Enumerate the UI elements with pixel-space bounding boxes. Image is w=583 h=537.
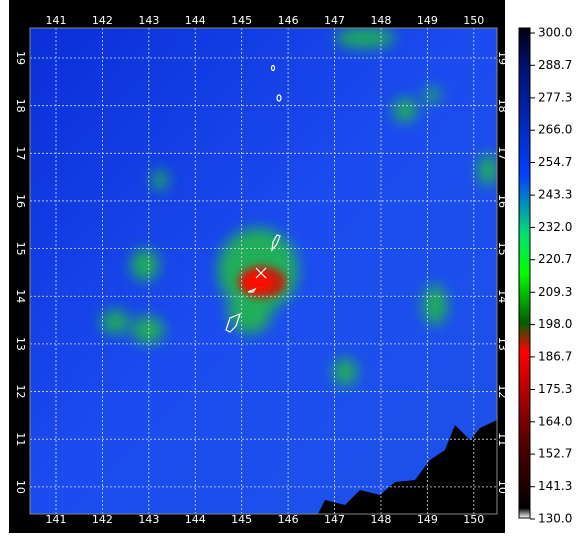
colorbar-label: 277.3: [538, 90, 572, 104]
lon-label-bottom: 143: [138, 513, 159, 526]
lon-label-bottom: 146: [278, 513, 299, 526]
lon-label-bottom: 144: [185, 513, 206, 526]
colorbar-label: 288.7: [538, 58, 572, 72]
lat-label-left: 13: [14, 337, 27, 351]
colorbar-label: 130.0: [538, 512, 572, 526]
lon-label-top: 150: [463, 14, 484, 27]
lon-label-top: 144: [185, 14, 206, 27]
lon-label-top: 147: [324, 14, 345, 27]
lon-label-top: 148: [370, 14, 391, 27]
lon-label-top: 141: [45, 14, 66, 27]
colorbar-label: 243.3: [538, 188, 572, 202]
lat-label-right: 16: [496, 194, 509, 208]
lat-label-left: 14: [14, 289, 27, 303]
colorbar-label: 209.3: [538, 285, 572, 299]
lat-label-left: 11: [14, 432, 27, 446]
colorbar-label: 141.3: [538, 479, 572, 493]
lat-label-right: 15: [496, 242, 509, 256]
colorbar-label: 266.0: [538, 123, 572, 137]
lat-label-left: 10: [14, 480, 27, 494]
lon-label-top: 146: [278, 14, 299, 27]
lat-label-right: 18: [496, 99, 509, 113]
satellite-map: 141 141 142 142 143 143 144 144 145 145 146 146 147 1…: [0, 0, 583, 533]
colorbar-label: 175.3: [538, 382, 572, 396]
lat-label-left: 15: [14, 242, 27, 256]
lat-label-left: 12: [14, 385, 27, 399]
lat-label-right: 13: [496, 337, 509, 351]
lat-label-right: 19: [496, 51, 509, 65]
colorbar: [519, 28, 530, 518]
lon-label-bottom: 150: [463, 513, 484, 526]
lon-label-bottom: 148: [370, 513, 391, 526]
colorbar-label: 152.7: [538, 447, 572, 461]
lon-label-bottom: 149: [417, 513, 438, 526]
colorbar-label: 232.0: [538, 220, 572, 234]
lat-label-left: 16: [14, 194, 27, 208]
lon-label-bottom: 147: [324, 513, 345, 526]
lon-label-bottom: 145: [231, 513, 252, 526]
lat-label-left: 17: [14, 146, 27, 160]
lon-label-top: 142: [92, 14, 113, 27]
lon-label-top: 149: [417, 14, 438, 27]
colorbar-label: 254.7: [538, 155, 572, 169]
lon-label-top: 143: [138, 14, 159, 27]
colorbar-label: 186.7: [538, 349, 572, 363]
lat-label-left: 19: [14, 51, 27, 65]
imagery: [30, 28, 498, 514]
lat-label-right: 11: [496, 432, 509, 446]
lat-label-left: 18: [14, 99, 27, 113]
colorbar-label: 220.7: [538, 252, 572, 266]
colorbar-label: 198.0: [538, 317, 572, 331]
lon-label-bottom: 141: [45, 513, 66, 526]
lon-label-bottom: 142: [92, 513, 113, 526]
colorbar-label: 300.0: [538, 26, 572, 40]
lon-label-top: 145: [231, 14, 252, 27]
lat-label-right: 17: [496, 146, 509, 160]
lat-label-right: 14: [496, 289, 509, 303]
colorbar-label: 164.0: [538, 414, 572, 428]
lat-label-right: 10: [496, 480, 509, 494]
lat-label-right: 12: [496, 385, 509, 399]
